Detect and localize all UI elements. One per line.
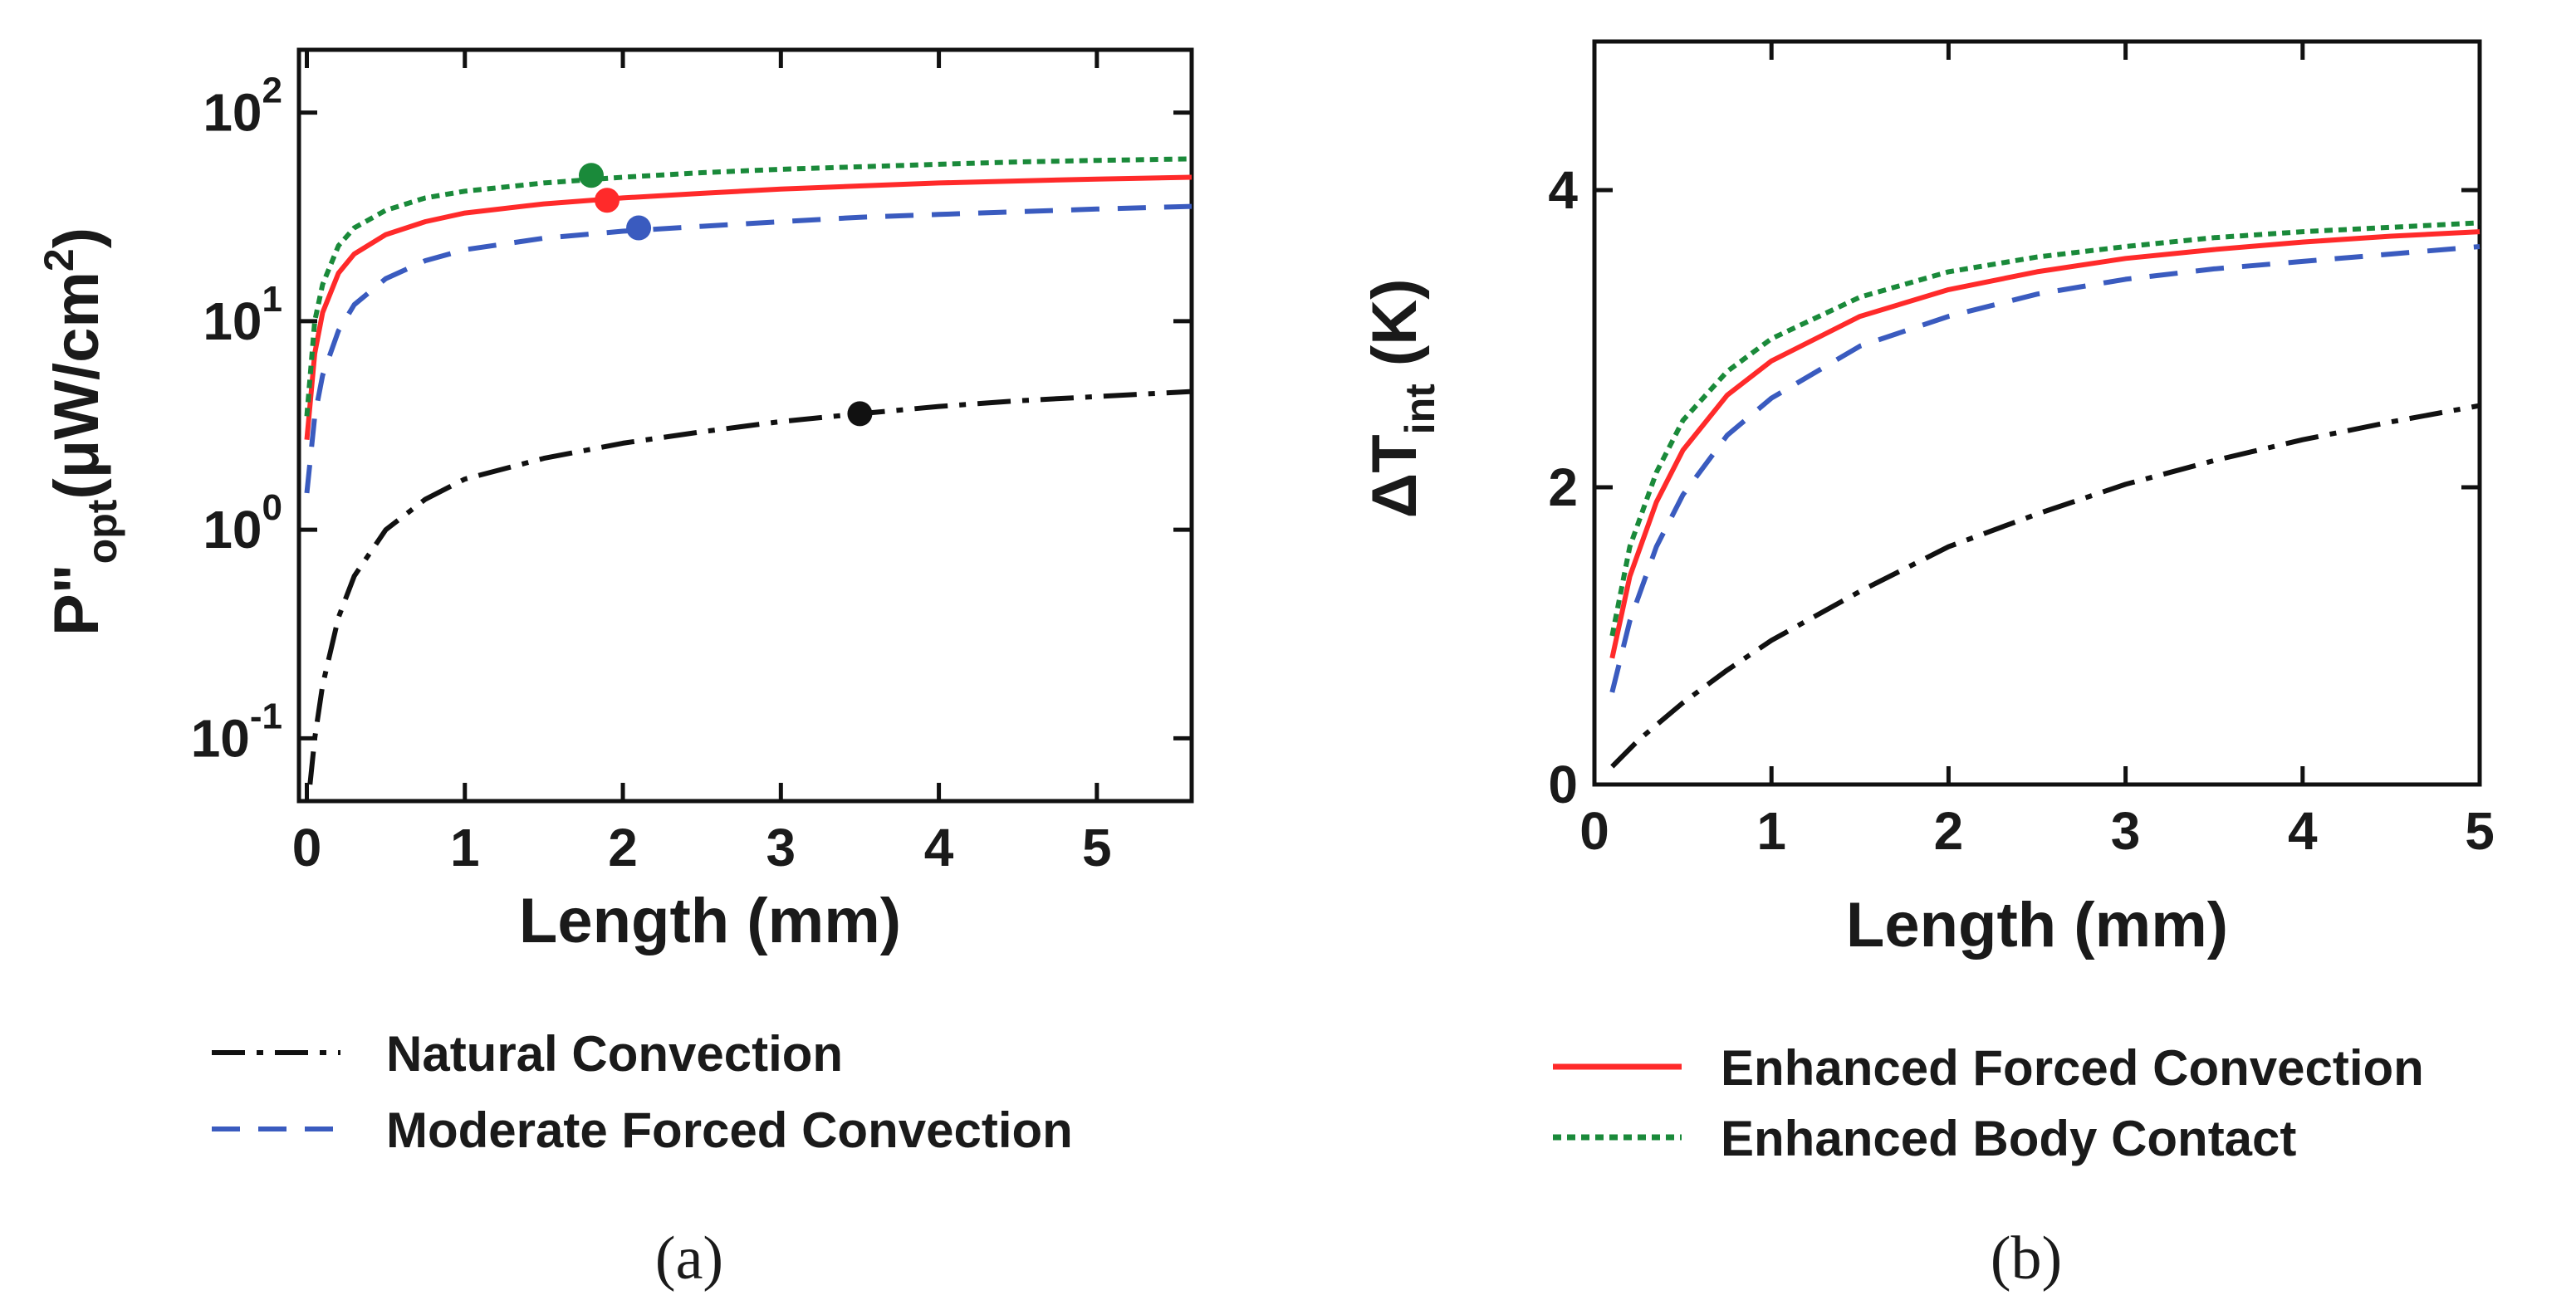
a-ytick-label: 101 — [203, 279, 282, 351]
a-series-enhanced-body-contact — [304, 156, 1193, 417]
a-series-natural-convection — [307, 389, 1193, 785]
b-ytick-label: 4 — [1548, 160, 1578, 220]
b-xtick-label: 3 — [2111, 801, 2141, 861]
a-xtick-label: 2 — [608, 818, 638, 877]
b-xtick-label: 4 — [2288, 801, 2318, 861]
a-marker-enhanced-body-contact — [578, 163, 604, 188]
a-ytick-label: 10-1 — [191, 696, 282, 768]
a-marker-moderate-forced-convection — [626, 215, 652, 241]
a-xtick-label: 0 — [292, 818, 322, 877]
legend-left: Natural Convection Moderate Forced Conve… — [212, 1026, 1073, 1158]
panel-b-chart: 0 2 4 0 1 2 3 4 5 ΔTint (K) Length (mm) — [1359, 39, 2495, 960]
legend-label-body-contact: Enhanced Body Contact — [1721, 1111, 2296, 1166]
panel-a-plot-frame — [296, 47, 1194, 804]
panel-b-plot-frame — [1592, 39, 2482, 787]
legend-label-natural: Natural Convection — [386, 1026, 843, 1082]
panel-a-chart: 10-1 100 101 102 0 1 2 3 4 5 P"opt(μW/cm2) Lengt… — [36, 47, 1194, 956]
a-marker-natural-convection — [847, 401, 873, 427]
a-xtick-label: 5 — [1082, 818, 1112, 877]
b-series-enhanced-body-contact — [1609, 220, 2481, 637]
b-series-moderate-forced-convection — [1609, 244, 2481, 693]
panel-a-ylabel: P"opt(μW/cm2) — [36, 227, 125, 636]
panel-a-xlabel: Length (mm) — [519, 886, 901, 956]
b-xtick-label: 5 — [2465, 801, 2495, 861]
a-xtick-label: 4 — [924, 818, 954, 877]
legend-right: Enhanced Forced Convection Enhanced Body… — [1553, 1040, 2424, 1166]
legend-label-moderate: Moderate Forced Convection — [386, 1102, 1073, 1158]
legend-label-enhanced-forced: Enhanced Forced Convection — [1721, 1040, 2424, 1096]
panel-b-ylabel: ΔTint (K) — [1359, 279, 1443, 519]
panel-b-xlabel: Length (mm) — [1846, 890, 2228, 960]
b-series-enhanced-forced-convection — [1609, 229, 2481, 659]
b-ytick-label: 2 — [1548, 457, 1578, 517]
b-series-natural-convection — [1610, 403, 2481, 769]
a-ytick-label: 100 — [203, 487, 282, 560]
a-ytick-label: 102 — [203, 71, 282, 143]
panel-label-a: (a) — [655, 1224, 723, 1293]
b-xtick-label: 1 — [1756, 801, 1786, 861]
a-marker-enhanced-forced-convection — [595, 188, 620, 213]
b-xtick-label: 2 — [1934, 801, 1964, 861]
panel-label-b: (b) — [1991, 1224, 2062, 1293]
a-series-moderate-forced-convection — [304, 203, 1193, 494]
b-xtick-label: 0 — [1579, 801, 1609, 861]
a-xtick-label: 3 — [766, 818, 796, 877]
a-xtick-label: 1 — [450, 818, 480, 877]
a-series-enhanced-forced-convection — [304, 174, 1193, 440]
b-ytick-label: 0 — [1548, 755, 1578, 814]
